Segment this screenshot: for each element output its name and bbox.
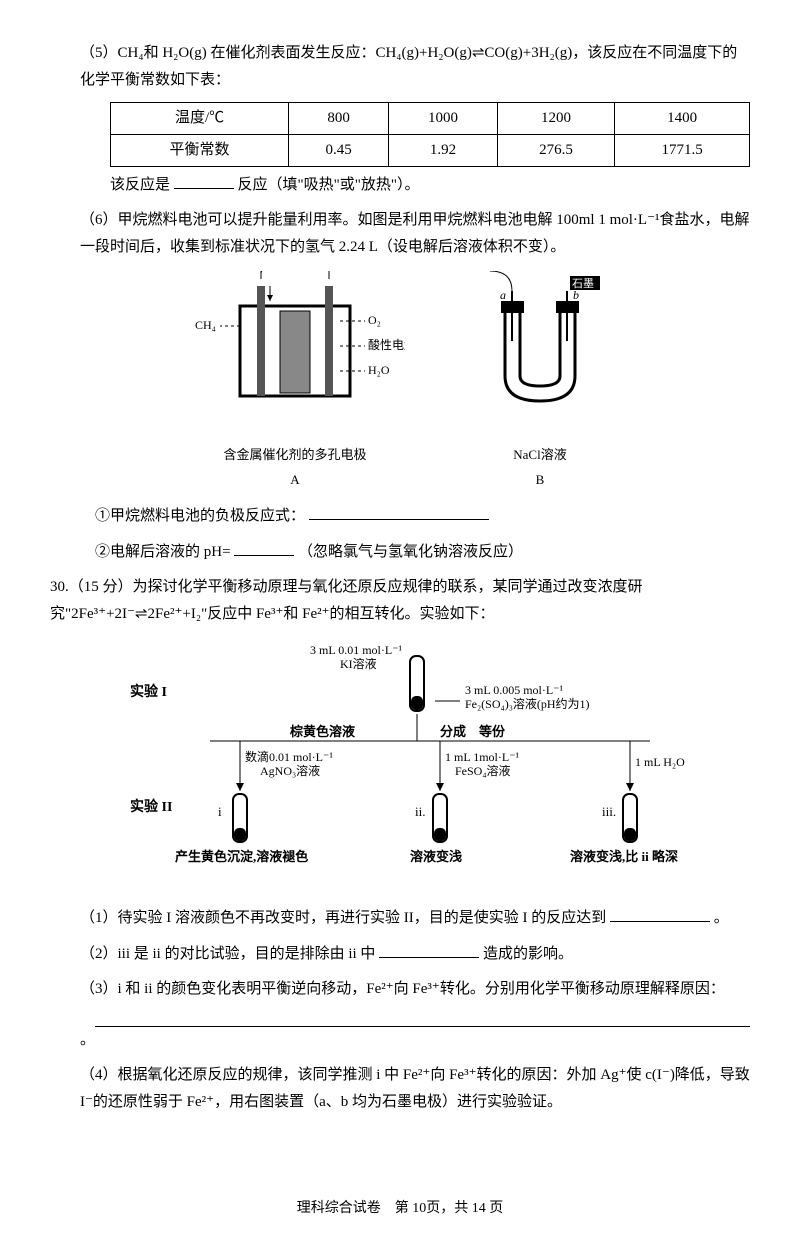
cell: 1771.5: [615, 135, 750, 167]
figB-caption-top: NaCl溶液: [465, 443, 615, 466]
cell: 温度/℃: [111, 103, 289, 135]
iii-label: iii.: [602, 804, 616, 819]
table-row: 温度/℃ 800 1000 1200 1400: [111, 103, 750, 135]
h2o-label-2: 1 mL H₂O: [635, 755, 685, 769]
blank-field[interactable]: [379, 940, 479, 958]
exp2-label: 实验 II: [130, 798, 172, 815]
q6-content: （6）甲烷燃料电池可以提升能量利用率。如图是利用甲烷燃料电池电解 100ml 1…: [80, 212, 750, 255]
figure-b: a b 石墨 NaCl溶液 B: [465, 271, 615, 492]
figA-caption: A: [185, 468, 405, 491]
figure-a: CH₄ O₂ 酸性电解质 H₂O 含金属催化剂的多孔电极 A: [185, 271, 405, 492]
q30-part1: （1）待实验 I 溶液颜色不再改变时，再进行实验 II，目的是使实验 I 的反应…: [50, 904, 750, 932]
q5-table-wrapper: 温度/℃ 800 1000 1200 1400 平衡常数 0.45 1.92 2…: [50, 102, 750, 167]
i-label: i: [218, 804, 222, 819]
q6-item1-pre: ①甲烷燃料电池的负极反应式：: [95, 508, 305, 524]
ki-label2: KI溶液: [340, 656, 377, 671]
q6-item1: ①甲烷燃料电池的负极反应式：: [50, 502, 750, 530]
q5-suffix-pre: 该反应是: [110, 177, 170, 193]
feso4-2: FeSO₄溶液: [455, 763, 511, 778]
q30-p2-post: 造成的影响。: [483, 946, 573, 962]
cell: 1000: [389, 103, 498, 135]
cell: 0.45: [289, 135, 389, 167]
figB-caption: B: [465, 468, 615, 491]
q5-prefix: （5）CH₄和 H₂O(g) 在催化剂表面发生反应：CH₄(g)+H₂O(g)⇌…: [80, 45, 737, 88]
q6-item2-post: （忽略氯气与氢氧化钠溶液反应）: [298, 544, 523, 560]
equilibrium-table: 温度/℃ 800 1000 1200 1400 平衡常数 0.45 1.92 2…: [110, 102, 750, 167]
blank-field[interactable]: [174, 171, 234, 189]
q30-header: 30.（15 分）为探讨化学平衡移动原理与氧化还原反应规律的联系，某同学通过改变…: [50, 574, 750, 628]
q30-p1-post: 。: [714, 910, 729, 926]
q5-suffix: 该反应是 反应（填"吸热"或"放热"）。: [50, 171, 750, 199]
blank-field[interactable]: [309, 502, 489, 520]
res-i: 产生黄色沉淀,溶液褪色: [175, 849, 308, 864]
cell: 1.92: [389, 135, 498, 167]
cell: 1400: [615, 103, 750, 135]
b-label: b: [573, 288, 579, 302]
cell: 平衡常数: [111, 135, 289, 167]
split-label: 分成 等份: [440, 724, 506, 739]
q30-part4: （4）根据氧化还原反应的规律，该同学推测 i 中 Fe²⁺向 Fe³⁺转化的原因…: [50, 1062, 750, 1116]
feso4-1: 1 mL 1mol·L⁻¹: [445, 750, 520, 764]
q30-experiment-diagram: 实验 I 实验 II 3 mL 0.01 mol·L⁻¹ KI溶液 3 mL 0…: [50, 636, 750, 896]
q30-part2: （2）iii 是 ii 的对比试验，目的是排除由 ii 中 造成的影响。: [50, 940, 750, 968]
fuel-cell-diagram: CH₄ O₂ 酸性电解质 H₂O: [185, 271, 405, 431]
res-ii: 溶液变浅: [410, 849, 462, 864]
q30-p4: （4）根据氧化还原反应的规律，该同学推测 i 中 Fe²⁺向 Fe³⁺转化的原因…: [80, 1067, 750, 1110]
q6-text: （6）甲烷燃料电池可以提升能量利用率。如图是利用甲烷燃料电池电解 100ml 1…: [50, 207, 750, 261]
agno3-2: AgNO₃溶液: [260, 763, 320, 778]
ch4-label: CH₄: [195, 318, 216, 332]
table-row: 平衡常数 0.45 1.92 276.5 1771.5: [111, 135, 750, 167]
q6-figures: CH₄ O₂ 酸性电解质 H₂O 含金属催化剂的多孔电极 A a b 石墨 Na…: [50, 271, 750, 492]
experiment-svg: 实验 I 实验 II 3 mL 0.01 mol·L⁻¹ KI溶液 3 mL 0…: [90, 636, 710, 886]
acid-label: 酸性电解质: [368, 337, 405, 352]
graphite-label: 石墨: [572, 277, 594, 290]
exp1-label: 实验 I: [130, 683, 167, 700]
q30-p1-pre: （1）待实验 I 溶液颜色不再改变时，再进行实验 II，目的是使实验 I 的反应…: [80, 910, 606, 926]
q6-item2-pre: ②电解后溶液的 pH=: [95, 544, 231, 560]
q30-p2-pre: （2）iii 是 ii 的对比试验，目的是排除由 ii 中: [80, 946, 375, 962]
blank-field[interactable]: [610, 904, 710, 922]
ki-label: 3 mL 0.01 mol·L⁻¹: [310, 643, 403, 657]
res-iii: 溶液变浅,比 ii 略深: [570, 849, 678, 864]
agno3-1: 数滴0.01 mol·L⁻¹: [245, 749, 333, 764]
cell: 800: [289, 103, 389, 135]
ii-label: ii.: [415, 804, 425, 819]
blank-field[interactable]: [234, 538, 294, 556]
q5-suffix-post: 反应（填"吸热"或"放热"）。: [238, 177, 420, 193]
fe2so4-label: 3 mL 0.005 mol·L⁻¹: [465, 683, 564, 697]
q30-header-text: 30.（15 分）为探讨化学平衡移动原理与氧化还原反应规律的联系，某同学通过改变…: [50, 579, 643, 622]
page-footer: 理科综合试卷 第 10页，共 14 页: [50, 1196, 750, 1221]
figA-caption-top: 含金属催化剂的多孔电极: [185, 443, 405, 466]
h2o-label: H₂O: [368, 363, 390, 377]
electrolysis-diagram: a b 石墨: [465, 271, 615, 431]
fe2so4-label2: Fe₂(SO₄)₃溶液(pH约为1): [465, 696, 590, 711]
q30-part3: （3）i 和 ii 的颜色变化表明平衡逆向移动，Fe²⁺向 Fe³⁺转化。分别用…: [50, 976, 750, 1054]
q30-p3: （3）i 和 ii 的颜色变化表明平衡逆向移动，Fe²⁺向 Fe³⁺转化。分别用…: [80, 981, 725, 997]
q30-p3-post: 。: [80, 1032, 95, 1048]
cell: 1200: [497, 103, 614, 135]
o2-label: O₂: [368, 313, 381, 327]
blank-field[interactable]: [95, 1009, 750, 1027]
brown-label: 棕黄色溶液: [289, 724, 355, 739]
cell: 276.5: [497, 135, 614, 167]
q5-text: （5）CH₄和 H₂O(g) 在催化剂表面发生反应：CH₄(g)+H₂O(g)⇌…: [50, 40, 750, 94]
a-label: a: [500, 288, 506, 302]
q6-item2: ②电解后溶液的 pH= （忽略氯气与氢氧化钠溶液反应）: [50, 538, 750, 566]
